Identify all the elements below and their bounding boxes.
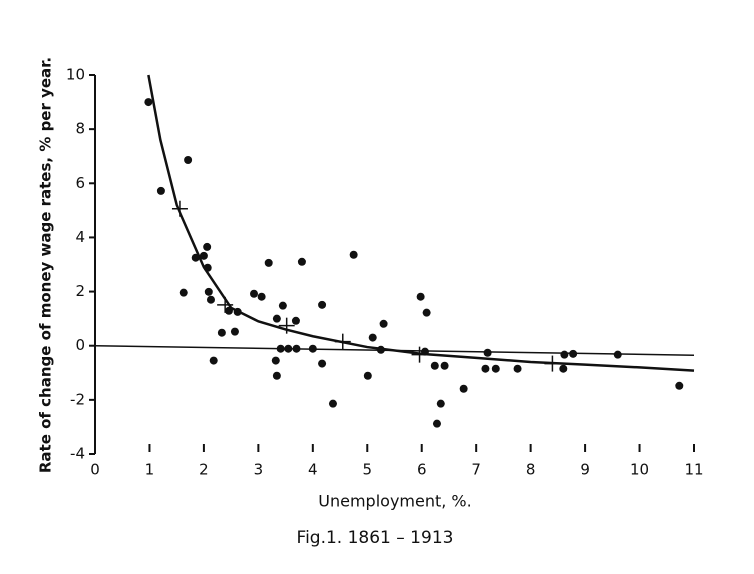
data-point (276, 344, 285, 353)
x-tick-label: 9 (580, 461, 590, 479)
y-axis-label: Rate of change of money wage rates, % pe… (37, 57, 55, 473)
data-point (416, 292, 425, 301)
data-point (569, 349, 578, 358)
x-axis-label: Unemployment, %. (318, 492, 471, 511)
data-point (203, 242, 212, 251)
data-point (257, 292, 266, 301)
data-point (199, 251, 208, 260)
data-point (675, 381, 684, 390)
y-tick-label: 0 (75, 336, 85, 354)
data-point (230, 327, 239, 336)
data-point (272, 371, 281, 380)
data-point (491, 364, 500, 373)
data-point (328, 399, 337, 408)
y-tick-label: -2 (70, 390, 85, 408)
data-point (179, 288, 188, 297)
data-point (284, 344, 293, 353)
data-point (440, 361, 449, 370)
x-tick-label: 0 (90, 461, 100, 479)
data-point (206, 295, 215, 304)
data-point (250, 289, 259, 298)
data-point (459, 384, 468, 393)
y-tick-label: -4 (70, 445, 85, 463)
x-tick-label: 2 (199, 461, 209, 479)
x-tick-label: 11 (684, 461, 703, 479)
data-point (271, 356, 280, 365)
data-point (278, 301, 287, 310)
average-cross (217, 296, 234, 313)
data-point (613, 350, 622, 359)
data-point (318, 359, 327, 368)
data-point (483, 348, 492, 357)
data-point (291, 316, 300, 325)
data-point (430, 361, 439, 370)
x-tick-label: 8 (526, 461, 536, 479)
x-tick-label: 4 (308, 461, 318, 479)
y-tick-label: 8 (75, 120, 85, 138)
y-tick-label: 6 (75, 174, 85, 192)
y-tick-label: 10 (66, 66, 85, 84)
data-point (297, 257, 306, 266)
x-tick-label: 7 (471, 461, 481, 479)
data-point (233, 307, 242, 316)
average-cross (411, 346, 428, 363)
data-point (349, 250, 358, 259)
data-point (191, 253, 200, 262)
x-tick-label: 1 (145, 461, 155, 479)
data-point (156, 186, 165, 195)
data-point (217, 328, 226, 337)
data-point (203, 263, 212, 272)
data-point (272, 314, 281, 323)
data-point (363, 371, 372, 380)
average-cross (334, 333, 351, 350)
data-point (376, 345, 385, 354)
data-point (560, 350, 569, 359)
caption: Fig.1. 1861 – 1913 (297, 528, 454, 548)
data-point (481, 364, 490, 373)
x-tick-label: 5 (362, 461, 372, 479)
fitted-curve (147, 74, 695, 372)
data-point (513, 364, 522, 373)
data-point (224, 306, 233, 315)
data-point (379, 319, 388, 328)
data-point (559, 364, 568, 373)
data-point (308, 344, 317, 353)
data-point (422, 308, 431, 317)
y-tick-label: 4 (75, 228, 85, 246)
data-point (318, 300, 327, 309)
data-point (144, 98, 153, 107)
average-cross (544, 355, 561, 372)
data-point (184, 156, 193, 165)
data-point (204, 287, 213, 296)
x-tick-label: 10 (630, 461, 649, 479)
data-point (436, 399, 445, 408)
data-point (209, 356, 218, 365)
average-cross (278, 317, 295, 334)
data-point (432, 419, 441, 428)
x-tick-label: 6 (417, 461, 427, 479)
data-point (420, 347, 429, 356)
x-tick-label: 3 (254, 461, 264, 479)
y-tick-label: 2 (75, 282, 85, 300)
average-cross (171, 200, 188, 217)
data-point (292, 344, 301, 353)
data-point (368, 333, 377, 342)
data-point (264, 258, 273, 267)
